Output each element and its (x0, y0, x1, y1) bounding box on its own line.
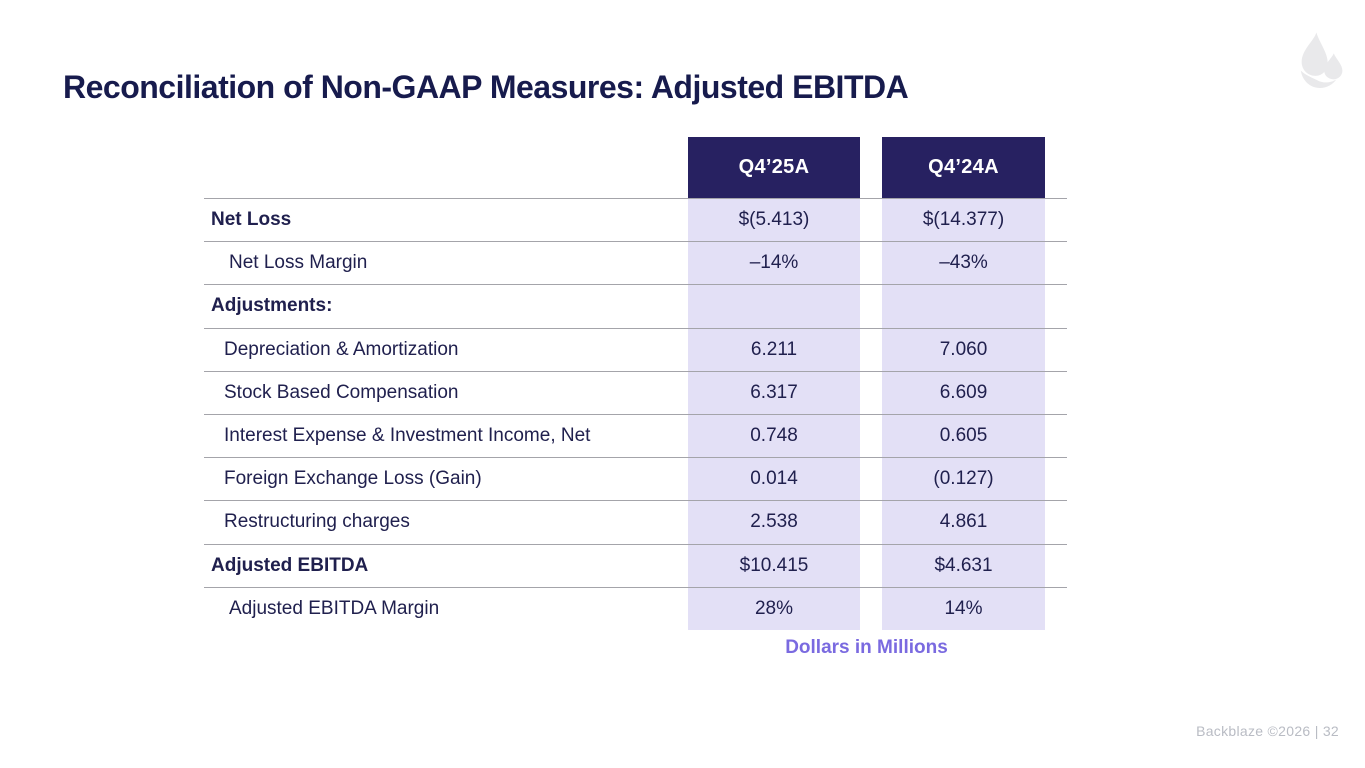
row-label: Net Loss Margin (229, 252, 368, 274)
cell-value-q424a: 0.605 (939, 425, 988, 447)
cell-value-q425a: 0.748 (750, 425, 798, 447)
backblaze-flame-icon (1300, 32, 1343, 88)
table-row: Net Loss $(5.413) $(14.377) (204, 198, 1067, 241)
row-label: Adjusted EBITDA Margin (229, 597, 440, 619)
column-header-q425a: Q4’25A (688, 137, 860, 198)
table-row: Depreciation & Amortization 6.211 7.060 (204, 327, 1067, 371)
cell-value-q425a: 6.317 (750, 381, 798, 403)
row-label: Adjustments: (211, 295, 333, 317)
table-row: Interest Expense & Investment Income, Ne… (204, 413, 1067, 457)
cell-value-q424a: 4.861 (939, 511, 988, 533)
cell-value-q425a: $(5.413) (738, 209, 810, 231)
row-label: Stock Based Compensation (224, 381, 459, 403)
table-row: Adjustments: (204, 284, 1067, 327)
table-row: Adjusted EBITDA Margin 28% 14% (204, 586, 1067, 630)
cell-value-q424a: –43% (939, 252, 988, 274)
row-label: Net Loss (211, 209, 292, 231)
cell-value-q424a: $4.631 (934, 554, 993, 576)
table-row: Adjusted EBITDA $10.415 $4.631 (204, 543, 1067, 587)
column-header-q424a: Q4’24A (882, 137, 1045, 198)
table-rows: Net Loss $(5.413) $(14.377) Net Loss Margin… (204, 198, 1067, 630)
reconciliation-table: Q4’25A Q4’24A Net Loss $(5.413) $(14.377) N… (204, 137, 1067, 631)
row-label: Restructuring charges (224, 511, 410, 533)
table-row: Stock Based Compensation 6.317 6.609 (204, 370, 1067, 414)
cell-value-q425a: 2.538 (750, 511, 798, 533)
units-note: Dollars in Millions (785, 637, 948, 658)
cell-value-q424a: 14% (944, 597, 983, 619)
row-label: Interest Expense & Investment Income, Ne… (224, 425, 591, 447)
table-row: Restructuring charges 2.538 4.861 (204, 500, 1067, 543)
cell-value-q424a: (0.127) (933, 468, 994, 490)
cell-value-q425a: $10.415 (739, 554, 809, 576)
table-row: Foreign Exchange Loss (Gain) 0.014 (0.127) (204, 457, 1067, 500)
cell-value-q424a: 7.060 (939, 338, 988, 360)
table-row: Net Loss Margin –14% –43% (204, 241, 1067, 284)
cell-value-q425a: 0.014 (750, 468, 798, 490)
cell-value-q424a: 6.609 (939, 381, 988, 403)
cell-value-q424a: $(14.377) (922, 209, 1005, 231)
cell-value-q425a: –14% (749, 252, 799, 274)
row-label: Foreign Exchange Loss (Gain) (224, 468, 482, 490)
page-title: Reconciliation of Non-GAAP Measures: Adj… (63, 69, 909, 105)
row-label: Adjusted EBITDA (211, 554, 369, 576)
slide-footer: Backblaze ©2026 | 32 (1196, 723, 1339, 739)
cell-value-q425a: 6.211 (750, 338, 798, 360)
cell-value-q425a: 28% (754, 597, 794, 619)
row-label: Depreciation & Amortization (224, 338, 459, 360)
